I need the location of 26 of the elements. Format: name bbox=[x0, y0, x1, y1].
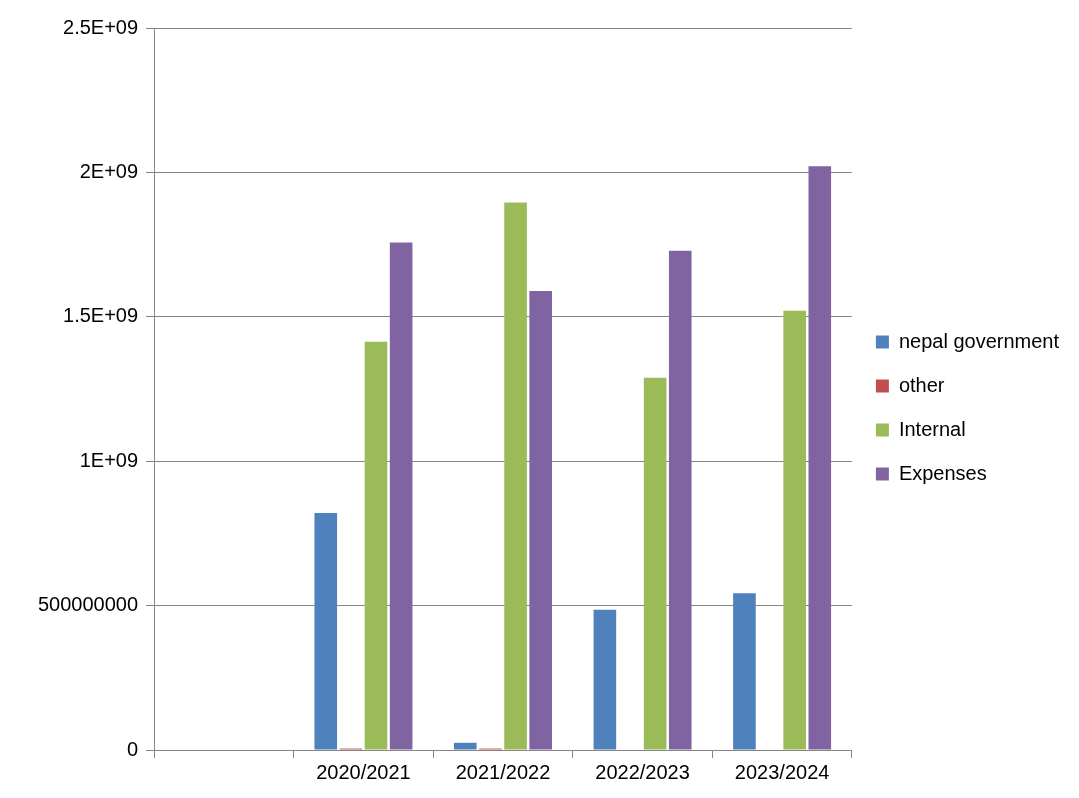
x-tick-label: 2020/2021 bbox=[316, 760, 411, 783]
y-tick-label: 500000000 bbox=[38, 593, 139, 616]
bar bbox=[808, 166, 832, 750]
y-tick-label: 1.5E+09 bbox=[63, 304, 139, 327]
bar bbox=[364, 341, 388, 750]
y-tick-label: 0 bbox=[126, 737, 139, 760]
x-tick-label: 2022/2023 bbox=[595, 760, 690, 783]
y-tick-label: 2.5E+09 bbox=[63, 15, 139, 38]
bar bbox=[783, 310, 806, 750]
bar bbox=[593, 609, 617, 750]
legend-label: nepal government bbox=[898, 329, 1060, 352]
y-tick-label: 1E+09 bbox=[79, 448, 139, 471]
bar bbox=[643, 377, 667, 750]
bar bbox=[454, 742, 477, 750]
legend-label: Expenses bbox=[898, 461, 987, 484]
x-tick-label: 2021/2022 bbox=[455, 760, 551, 783]
bar bbox=[314, 512, 338, 750]
y-tick-label: 2E+09 bbox=[79, 159, 139, 182]
bar bbox=[389, 242, 413, 750]
legend-label: Internal bbox=[898, 417, 966, 440]
bar bbox=[504, 202, 527, 750]
legend-label: other bbox=[898, 373, 945, 396]
bar bbox=[733, 593, 756, 750]
x-tick-label: 2023/2024 bbox=[734, 760, 830, 783]
bar bbox=[668, 250, 692, 750]
bar bbox=[529, 291, 552, 750]
